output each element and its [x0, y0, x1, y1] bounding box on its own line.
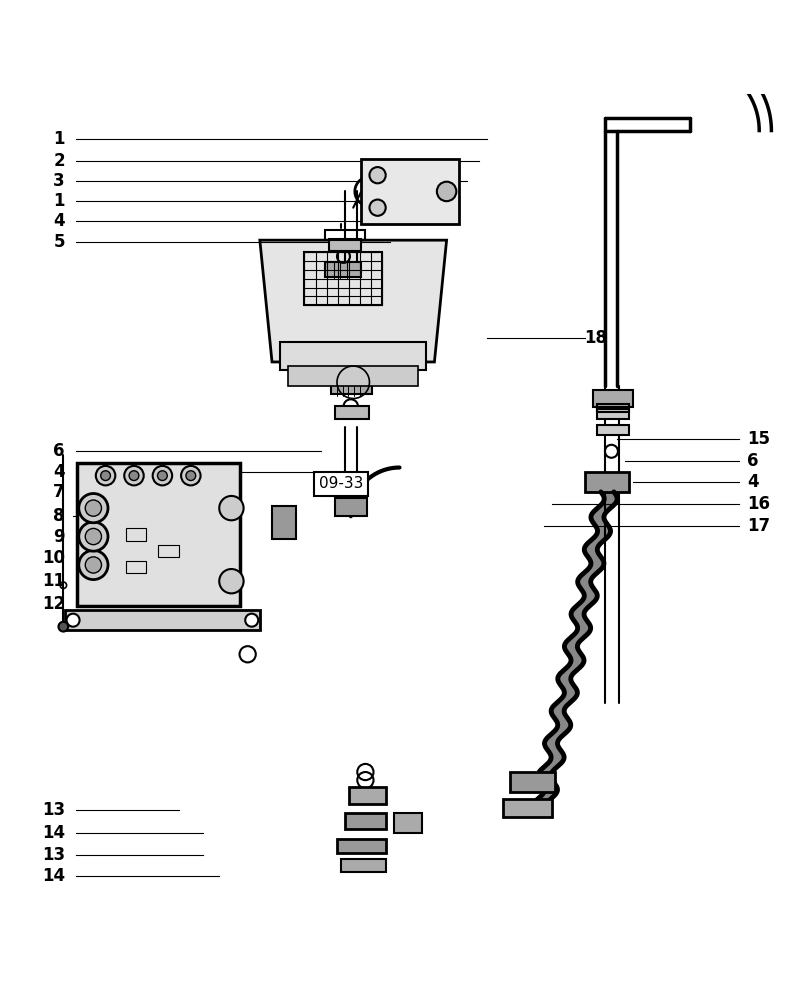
Bar: [331, 380, 371, 394]
Text: 17: 17: [746, 517, 769, 535]
Bar: [77, 463, 239, 606]
Bar: [349, 787, 385, 804]
Text: 9: 9: [54, 528, 65, 546]
Text: 18: 18: [584, 329, 607, 347]
Circle shape: [152, 466, 172, 485]
Circle shape: [436, 182, 456, 201]
Circle shape: [186, 471, 195, 481]
Bar: [126, 528, 146, 541]
Circle shape: [369, 167, 385, 183]
Bar: [503, 799, 551, 817]
Bar: [334, 498, 367, 516]
Bar: [324, 262, 361, 277]
Text: 7: 7: [54, 483, 65, 501]
Text: 13: 13: [42, 801, 65, 819]
Text: 15: 15: [746, 430, 769, 448]
Circle shape: [85, 528, 101, 545]
Bar: [65, 610, 260, 630]
Circle shape: [58, 622, 68, 632]
Bar: [126, 561, 146, 573]
Bar: [596, 409, 629, 419]
Circle shape: [85, 500, 101, 516]
Circle shape: [245, 614, 258, 627]
Text: 2: 2: [54, 152, 65, 170]
Text: 11: 11: [42, 572, 65, 590]
Circle shape: [101, 471, 110, 481]
Text: 16: 16: [746, 495, 769, 513]
Text: 6: 6: [746, 452, 757, 470]
Text: 12: 12: [42, 595, 65, 613]
Text: 09-33: 09-33: [319, 476, 363, 491]
Bar: [328, 239, 361, 251]
Text: 6: 6: [54, 442, 65, 460]
Circle shape: [79, 550, 108, 580]
Circle shape: [124, 466, 144, 485]
Bar: [337, 839, 385, 853]
Circle shape: [219, 496, 243, 520]
Circle shape: [181, 466, 200, 485]
Bar: [592, 390, 633, 407]
Bar: [509, 772, 554, 792]
Text: 1: 1: [54, 130, 65, 148]
Bar: [324, 230, 365, 240]
Circle shape: [157, 471, 167, 481]
Circle shape: [79, 522, 108, 551]
Text: 5: 5: [54, 233, 65, 251]
Bar: [345, 813, 385, 829]
Circle shape: [79, 494, 108, 523]
Bar: [304, 252, 381, 305]
Bar: [596, 425, 629, 435]
Circle shape: [85, 557, 101, 573]
Text: 1: 1: [54, 192, 65, 210]
Bar: [361, 159, 458, 224]
Text: 8: 8: [54, 507, 65, 525]
Circle shape: [369, 200, 385, 216]
Polygon shape: [260, 240, 446, 362]
Circle shape: [67, 614, 79, 627]
Text: 14: 14: [42, 867, 65, 885]
Text: 3: 3: [54, 172, 65, 190]
Bar: [288, 366, 418, 386]
Text: 13: 13: [42, 846, 65, 864]
Circle shape: [129, 471, 139, 481]
Bar: [584, 472, 629, 492]
Text: 14: 14: [42, 824, 65, 842]
Circle shape: [96, 466, 115, 485]
Bar: [393, 813, 422, 833]
Bar: [280, 342, 426, 370]
Bar: [341, 859, 385, 872]
Text: 10: 10: [42, 549, 65, 567]
Text: 4: 4: [54, 212, 65, 230]
Text: 4: 4: [746, 473, 757, 491]
Bar: [596, 404, 629, 412]
Bar: [158, 545, 178, 557]
Bar: [272, 506, 296, 539]
Text: 4: 4: [54, 463, 65, 481]
Circle shape: [219, 569, 243, 593]
Bar: [334, 406, 369, 419]
